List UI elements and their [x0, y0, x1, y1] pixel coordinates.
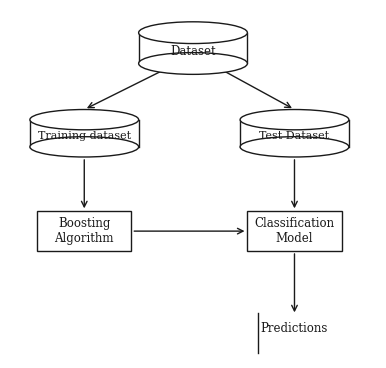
Ellipse shape	[139, 22, 247, 43]
Bar	[30, 120, 139, 147]
Ellipse shape	[240, 137, 349, 157]
Text: Classification
Model: Classification Model	[254, 217, 335, 245]
Ellipse shape	[240, 110, 349, 130]
Bar	[139, 33, 247, 64]
Text: Predictions: Predictions	[261, 322, 328, 336]
Ellipse shape	[30, 110, 139, 130]
Bar	[247, 211, 342, 251]
Bar	[37, 211, 131, 251]
Ellipse shape	[30, 137, 139, 157]
Text: Training dataset: Training dataset	[38, 131, 131, 141]
Bar	[240, 120, 349, 147]
Text: Test Dataset: Test Dataset	[259, 131, 330, 141]
Ellipse shape	[139, 53, 247, 74]
Text: Boosting
Algorithm: Boosting Algorithm	[54, 217, 114, 245]
Text: Dataset: Dataset	[170, 45, 216, 58]
